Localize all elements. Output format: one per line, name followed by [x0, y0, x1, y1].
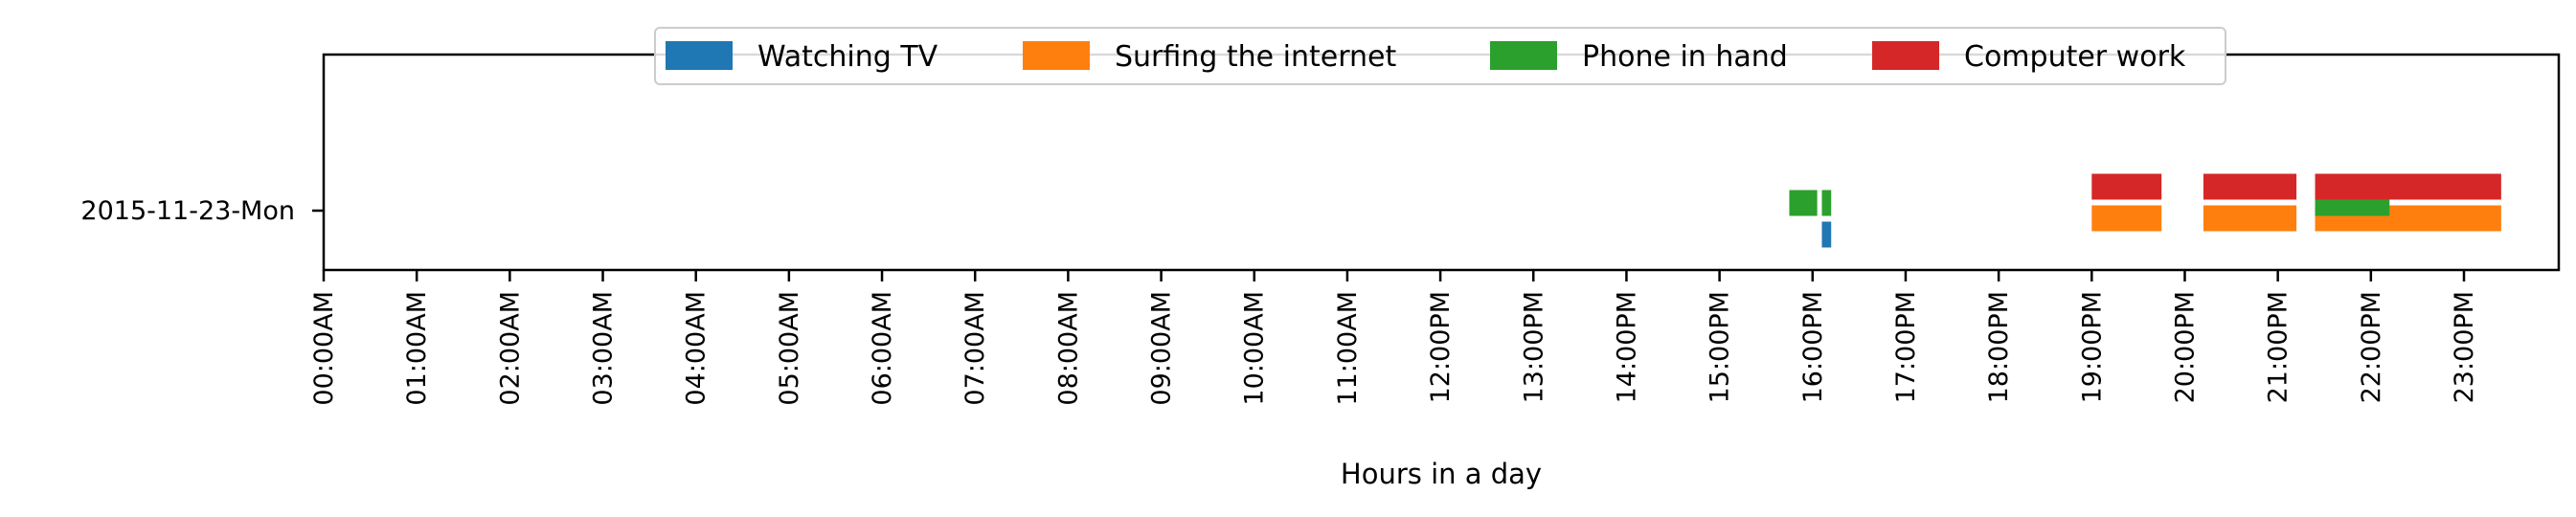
legend: Watching TV Surfing the internet Phone in … — [654, 27, 2226, 85]
legend-label: Watching TV — [757, 40, 938, 74]
x-tick-label: 09:00AM — [1147, 291, 1177, 406]
x-tick-label: 20:00PM — [2170, 291, 2200, 403]
x-tick-label: 00:00AM — [309, 291, 339, 406]
x-tick-label: 05:00AM — [775, 291, 804, 406]
bar-computer-work-0 — [2091, 173, 2162, 200]
bar-surfing-the-internet-0 — [2091, 205, 2162, 232]
legend-swatch — [666, 41, 733, 70]
x-tick-label: 13:00PM — [1519, 291, 1548, 403]
x-tick-label: 01:00AM — [402, 291, 432, 406]
legend-item-phone-in-hand: Phone in hand — [1490, 40, 1788, 74]
bar-surfing-the-internet-1 — [2203, 205, 2297, 232]
x-tick-label: 10:00AM — [1240, 291, 1270, 406]
x-tick-label: 14:00PM — [1612, 291, 1641, 403]
x-tick-label: 07:00AM — [960, 291, 990, 406]
bar-phone-in-hand-1 — [1821, 190, 1832, 216]
legend-label: Computer work — [1964, 40, 2186, 74]
x-tick-label: 15:00PM — [1706, 291, 1735, 403]
bar-watching-tv-0 — [1821, 221, 1832, 248]
legend-label: Surfing the internet — [1115, 40, 1396, 74]
bar-phone-in-hand-0 — [1789, 190, 1818, 216]
legend-item-computer-work: Computer work — [1872, 40, 2186, 74]
legend-item-surfing-the-internet: Surfing the internet — [1023, 40, 1396, 74]
x-tick-label: 18:00PM — [1984, 291, 2014, 403]
x-tick-label: 23:00PM — [2450, 291, 2479, 403]
bar-computer-work-2 — [2315, 173, 2501, 200]
x-axis: 00:00AM 01:00AM 02:00AM 03:00AM 04:00AM 05:00… — [309, 270, 2479, 406]
x-tick-label: 17:00PM — [1891, 291, 1921, 403]
legend-swatch — [1490, 41, 1557, 70]
x-tick-label: 19:00PM — [2077, 291, 2107, 403]
x-tick-label: 11:00AM — [1333, 291, 1363, 406]
x-axis-title: Hours in a day — [1341, 458, 1542, 490]
legend-label: Phone in hand — [1582, 40, 1788, 74]
x-tick-label: 04:00AM — [682, 291, 712, 406]
x-tick-label: 16:00PM — [1798, 291, 1828, 403]
plot-frame — [322, 53, 2561, 272]
x-tick-label: 03:00AM — [589, 291, 619, 406]
x-tick-label: 12:00PM — [1426, 291, 1456, 403]
legend-item-watching-tv: Watching TV — [666, 40, 938, 74]
x-tick-label: 21:00PM — [2264, 291, 2294, 403]
x-tick-label: 22:00PM — [2357, 291, 2386, 403]
legend-swatch — [1023, 41, 1090, 70]
legend-swatch — [1872, 41, 1939, 70]
y-axis: 2015-11-23-Mon — [80, 196, 324, 226]
bars-layer — [1789, 173, 2501, 248]
y-tick-label: 2015-11-23-Mon — [80, 196, 295, 226]
x-tick-label: 08:00AM — [1053, 291, 1083, 406]
x-tick-label: 02:00AM — [495, 291, 525, 406]
bar-computer-work-1 — [2203, 173, 2297, 200]
x-tick-label: 06:00AM — [868, 291, 897, 406]
